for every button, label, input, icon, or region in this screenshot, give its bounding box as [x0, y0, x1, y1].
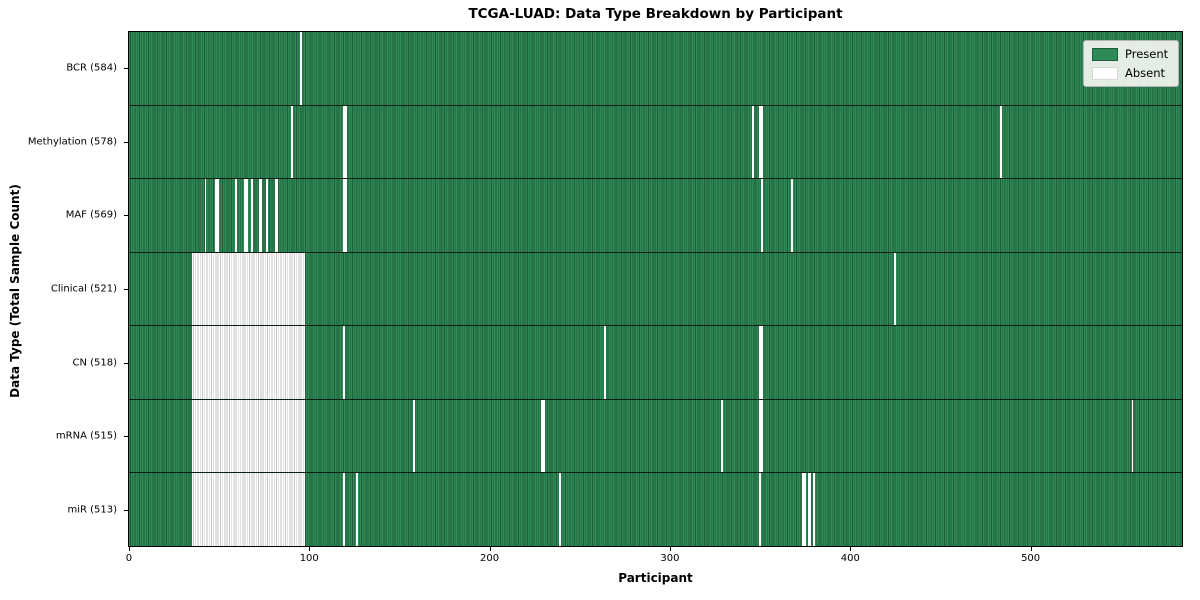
x-tick-label: 0 — [125, 553, 133, 564]
absent-segment — [760, 326, 763, 399]
absent-segment — [604, 326, 606, 399]
absent-segment — [760, 105, 763, 179]
absent-segment — [204, 179, 207, 252]
absent-segment — [192, 326, 306, 399]
absent-segment — [760, 399, 763, 473]
chart-row-MAF — [129, 178, 1182, 252]
y-tick-label-miR: miR (513) — [67, 504, 117, 516]
x-tick-mark — [850, 547, 852, 551]
absent-segment — [413, 399, 416, 473]
absent-segment — [543, 399, 545, 473]
y-tick-label-CN: CN (518) — [72, 357, 117, 369]
absent-segment — [759, 399, 761, 473]
absent-segment — [355, 473, 358, 547]
absent-segment — [235, 179, 237, 252]
absent-segment — [343, 326, 345, 399]
absent-segment — [276, 179, 279, 252]
chart-row-Clinical — [129, 251, 1182, 326]
y-tick-label-BCR: BCR (584) — [66, 62, 117, 74]
absent-segment — [751, 105, 754, 179]
absent-segment — [809, 473, 812, 547]
y-tick-mark — [124, 289, 128, 290]
x-tick-label: 100 — [299, 553, 319, 564]
legend-swatch — [1092, 66, 1118, 80]
y-axis-label: Data Type (Total Sample Count) — [8, 184, 22, 398]
x-tick-label: 300 — [660, 553, 680, 564]
y-tick-mark — [124, 215, 128, 217]
absent-segment — [759, 326, 761, 399]
x-tick-mark — [128, 547, 130, 551]
y-tick-mark — [124, 67, 128, 69]
absent-segment — [251, 179, 254, 252]
x-tick-label: 400 — [840, 553, 860, 564]
legend-swatch — [1092, 47, 1118, 61]
absent-segment — [244, 179, 246, 252]
y-tick-mark — [124, 141, 128, 143]
absent-segment — [192, 399, 306, 473]
absent-segment — [217, 179, 219, 252]
x-axis-label: Participant — [618, 571, 693, 585]
absent-segment — [760, 179, 763, 252]
absent-segment — [759, 105, 761, 179]
absent-segment — [300, 32, 302, 105]
absent-segment — [274, 179, 277, 252]
chart-row-CN — [129, 325, 1182, 399]
absent-segment — [265, 179, 268, 252]
absent-segment — [894, 252, 896, 326]
y-tick-mark — [124, 510, 128, 512]
absent-segment — [541, 399, 543, 473]
chart-title: TCGA-LUAD: Data Type Breakdown by Partic… — [468, 6, 843, 22]
absent-segment — [260, 179, 263, 252]
absent-segment — [1000, 105, 1002, 179]
absent-segment — [192, 252, 306, 326]
absent-segment — [343, 105, 345, 179]
absent-segment — [258, 179, 261, 252]
absent-segment — [192, 473, 306, 547]
legend-item-present: Present — [1092, 47, 1168, 61]
x-tick-mark — [669, 547, 671, 551]
absent-segment — [246, 179, 248, 252]
absent-segment — [804, 473, 806, 547]
absent-segment — [759, 473, 761, 547]
absent-segment — [791, 179, 794, 252]
y-tick-label-mRNA: mRNA (515) — [55, 430, 117, 442]
x-tick-label: 200 — [480, 553, 500, 564]
absent-segment — [345, 179, 347, 252]
chart-row-miR — [129, 472, 1182, 547]
absent-segment — [1131, 399, 1134, 473]
x-tick-mark — [309, 547, 311, 551]
absent-segment — [559, 473, 561, 547]
x-tick-mark — [489, 547, 491, 551]
legend: Present Absent — [1083, 40, 1180, 87]
absent-segment — [802, 473, 804, 547]
absent-segment — [813, 473, 815, 547]
absent-segment — [343, 473, 345, 547]
absent-segment — [215, 179, 218, 252]
y-tick-label-Clinical: Clinical (521) — [50, 283, 117, 295]
y-tick-mark — [124, 362, 128, 364]
absent-segment — [345, 105, 347, 179]
chart-row-mRNA — [129, 398, 1182, 473]
y-tick-mark — [124, 436, 128, 438]
chart-row-Methylation — [129, 104, 1182, 179]
absent-segment — [721, 399, 723, 473]
legend-label: Absent — [1125, 66, 1166, 80]
x-tick-label: 500 — [1021, 553, 1041, 564]
plot-area — [128, 31, 1183, 547]
chart-row-BCR — [129, 32, 1182, 105]
legend-item-absent: Absent — [1092, 66, 1168, 80]
y-tick-label-MAF: MAF (569) — [65, 209, 117, 221]
absent-segment — [807, 473, 810, 547]
y-tick-label-Methylation: Methylation (578) — [27, 136, 117, 148]
x-tick-mark — [1030, 547, 1032, 551]
absent-segment — [291, 105, 293, 179]
absent-segment — [343, 179, 345, 252]
legend-label: Present — [1125, 47, 1169, 61]
